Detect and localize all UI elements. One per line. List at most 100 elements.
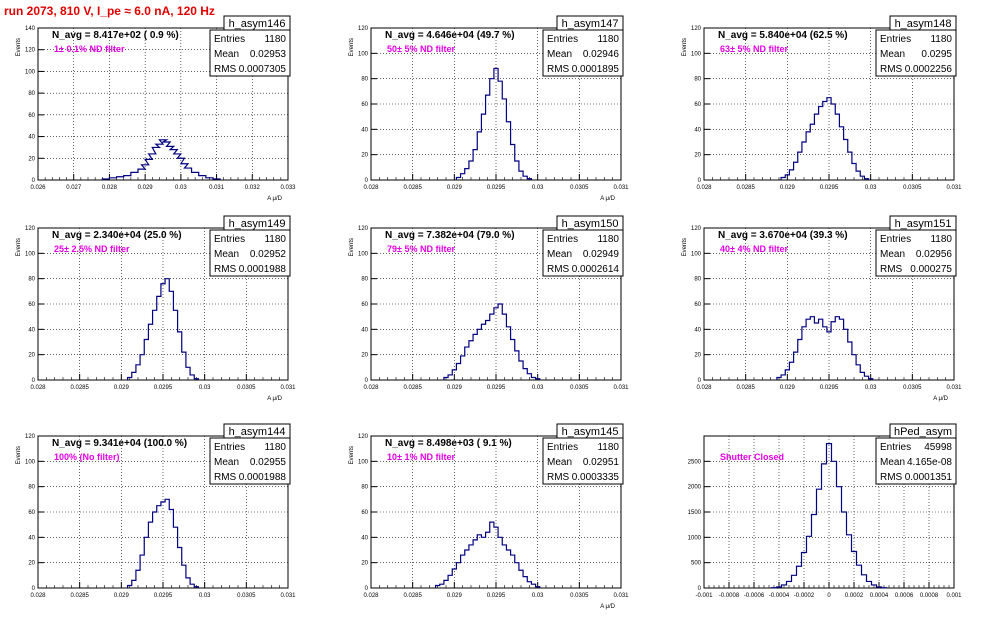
stats-value: 0.0002256 xyxy=(905,64,953,75)
y-axis-label: Events xyxy=(16,446,22,464)
x-tick-label: 0.0305 xyxy=(570,593,589,599)
x-tick-label: 0.0285 xyxy=(70,385,89,391)
stats-box-name: h_asym148 xyxy=(895,18,952,30)
x-tick-label: -0.0002 xyxy=(794,593,815,599)
y-tick-label: 60 xyxy=(361,510,368,516)
filter-annotation: 10± 1% ND filter xyxy=(387,452,455,462)
y-tick-label: 100 xyxy=(358,251,369,257)
x-tick-label: 0.029 xyxy=(780,385,796,391)
y-tick-label: 80 xyxy=(694,277,701,283)
x-tick-label: 0.0305 xyxy=(570,385,589,391)
stats-value: 0.0001988 xyxy=(239,472,287,483)
stats-key: Entries xyxy=(214,442,245,453)
y-tick-label: 1500 xyxy=(688,510,702,516)
y-tick-label: 500 xyxy=(691,561,702,567)
y-tick-label: 100 xyxy=(691,251,702,257)
stats-box-name: h_asym149 xyxy=(229,218,286,230)
y-axis-label: Events xyxy=(16,238,22,256)
x-tick-label: 0.026 xyxy=(30,185,46,191)
x-tick-label: 0.0285 xyxy=(403,185,422,191)
y-tick-label: 20 xyxy=(28,353,35,359)
y-tick-label: 40 xyxy=(694,327,701,333)
x-tick-label: 0.029 xyxy=(114,385,130,391)
stats-value: 1180 xyxy=(264,234,286,245)
stats-box xyxy=(875,229,957,277)
stats-key: RMS xyxy=(880,264,903,275)
y-tick-label: 20 xyxy=(361,561,368,567)
y-tick-label: 20 xyxy=(28,156,35,162)
stats-key: Mean xyxy=(547,49,572,60)
x-tick-label: 0.031 xyxy=(613,593,629,599)
x-tick-label: 0.031 xyxy=(946,385,962,391)
stats-box xyxy=(209,229,291,277)
stats-key: Mean xyxy=(214,249,239,260)
x-tick-label: 0.0285 xyxy=(403,593,422,599)
x-tick-label: 0.001 xyxy=(946,593,962,599)
stats-box-name: h_asym146 xyxy=(229,18,286,30)
x-tick-label: 0.0305 xyxy=(570,185,589,191)
stats-key: RMS xyxy=(547,472,570,483)
stats-key: Entries xyxy=(214,234,245,245)
stats-key: Entries xyxy=(214,34,245,45)
y-tick-label: 100 xyxy=(358,459,369,465)
x-tick-label: 0.029 xyxy=(447,593,463,599)
stats-key: Mean xyxy=(880,249,905,260)
x-tick-label: 0.028 xyxy=(696,185,712,191)
filter-annotation: 63± 5% ND filter xyxy=(720,44,788,54)
x-tick-label: 0.028 xyxy=(30,593,46,599)
y-tick-label: 0 xyxy=(32,378,36,384)
stats-key: Mean xyxy=(547,249,572,260)
histogram-title: N_avg = 7.382e+04 (79.0 %) xyxy=(385,230,515,241)
y-tick-label: 60 xyxy=(28,113,35,119)
y-tick-label: 120 xyxy=(25,226,36,232)
x-tick-label: 0.028 xyxy=(363,185,379,191)
x-tick-label: 0.0285 xyxy=(736,185,755,191)
x-tick-label: -0.0008 xyxy=(719,593,740,599)
x-tick-label: 0.031 xyxy=(280,593,296,599)
x-tick-label: 0.0295 xyxy=(487,593,506,599)
stats-key: Entries xyxy=(547,442,578,453)
x-tick-label: 0.029 xyxy=(138,185,154,191)
filter-annotation: 50± 5% ND filter xyxy=(387,44,455,54)
y-tick-label: 0 xyxy=(698,178,702,184)
y-tick-label: 100 xyxy=(25,69,36,75)
stats-key: Mean xyxy=(547,457,572,468)
y-tick-label: 20 xyxy=(28,561,35,567)
x-tick-label: 0.0285 xyxy=(70,593,89,599)
x-tick-label: 0.03 xyxy=(865,185,877,191)
stats-value: 4.165e-08 xyxy=(907,457,952,468)
x-tick-label: 0.0008 xyxy=(920,593,939,599)
x-tick-label: 0.031 xyxy=(280,385,296,391)
y-tick-label: 100 xyxy=(691,51,702,57)
x-tick-label: 0.0285 xyxy=(736,385,755,391)
x-tick-label: 0.0002 xyxy=(845,593,864,599)
stats-box xyxy=(542,29,624,77)
x-tick-label: 0.03 xyxy=(175,185,187,191)
y-tick-label: 40 xyxy=(361,535,368,541)
y-tick-label: 2500 xyxy=(688,459,702,465)
stats-value: 0.02953 xyxy=(250,49,287,60)
histogram-bars xyxy=(434,521,541,588)
stats-key: Entries xyxy=(880,442,911,453)
y-axis-label: Events xyxy=(16,38,22,56)
y-tick-label: 80 xyxy=(28,91,35,97)
y-tick-label: 0 xyxy=(365,586,369,592)
x-tick-label: 0.03 xyxy=(865,385,877,391)
x-tick-label: 0.028 xyxy=(30,385,46,391)
y-tick-label: 0 xyxy=(698,586,702,592)
stats-value: 0.02955 xyxy=(250,457,287,468)
stats-value: 1180 xyxy=(930,234,952,245)
y-tick-label: 0 xyxy=(698,378,702,384)
y-tick-label: 0 xyxy=(32,178,36,184)
stats-value: 1180 xyxy=(597,234,619,245)
stats-value: 0.02952 xyxy=(250,249,287,260)
y-axis-label: Events xyxy=(349,38,355,56)
stats-box-name: hPed_asym xyxy=(894,426,952,438)
stats-box-name: h_asym151 xyxy=(895,218,952,230)
x-tick-label: 0.033 xyxy=(280,185,296,191)
x-axis-label: A μ/D xyxy=(267,196,282,202)
x-tick-label: 0.032 xyxy=(245,185,261,191)
x-tick-label: 0.0305 xyxy=(237,593,256,599)
y-tick-label: 80 xyxy=(361,485,368,491)
stats-key: Mean xyxy=(880,457,905,468)
